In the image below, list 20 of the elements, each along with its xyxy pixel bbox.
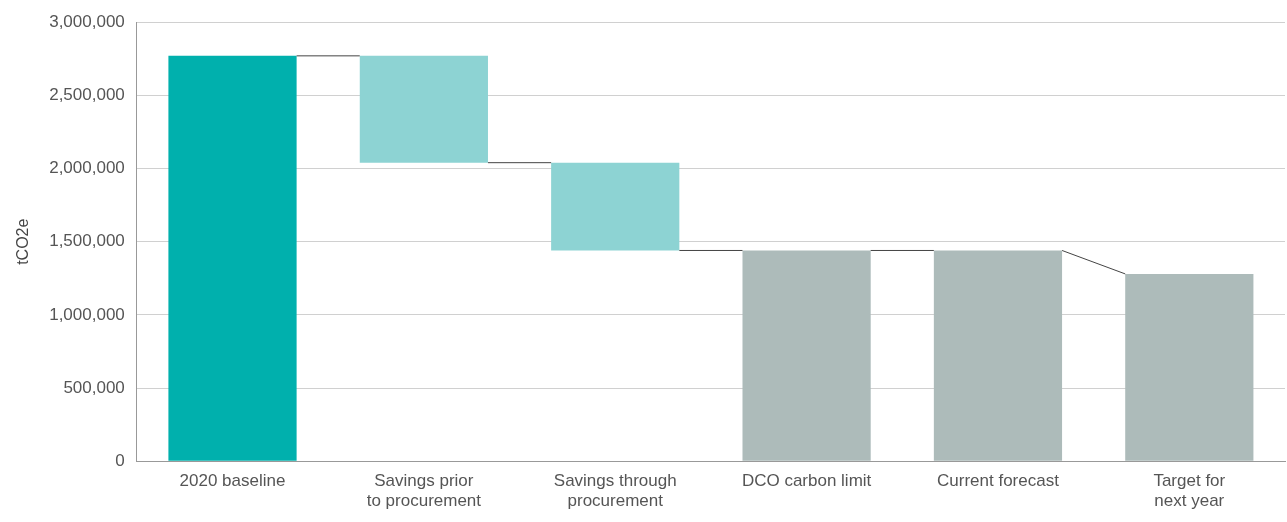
- bar: [742, 250, 871, 461]
- y-tick-label: 2,000,000: [49, 158, 125, 178]
- x-tick-label: Current forecast: [937, 471, 1060, 491]
- bar: [1125, 273, 1254, 461]
- x-tick-label: Target for next year: [1153, 471, 1226, 511]
- y-tick-label: 500,000: [63, 377, 125, 397]
- bar: [359, 55, 488, 163]
- y-tick-label: 1,000,000: [49, 304, 125, 324]
- bar: [551, 162, 680, 251]
- bar: [933, 250, 1063, 461]
- y-tick-label: 1,500,000: [49, 231, 125, 251]
- y-axis-title: tCO2e: [14, 218, 32, 265]
- bar: [168, 55, 297, 461]
- x-tick-label: 2020 baseline: [179, 471, 286, 491]
- y-tick-label: 3,000,000: [49, 11, 125, 31]
- y-tick-label: 0: [115, 450, 125, 470]
- x-tick-label: Savings through procurement: [553, 471, 677, 511]
- x-tick-label: Savings prior to procurement: [366, 471, 482, 511]
- x-tick-label: DCO carbon limit: [741, 471, 872, 491]
- y-tick-label: 2,500,000: [49, 85, 125, 105]
